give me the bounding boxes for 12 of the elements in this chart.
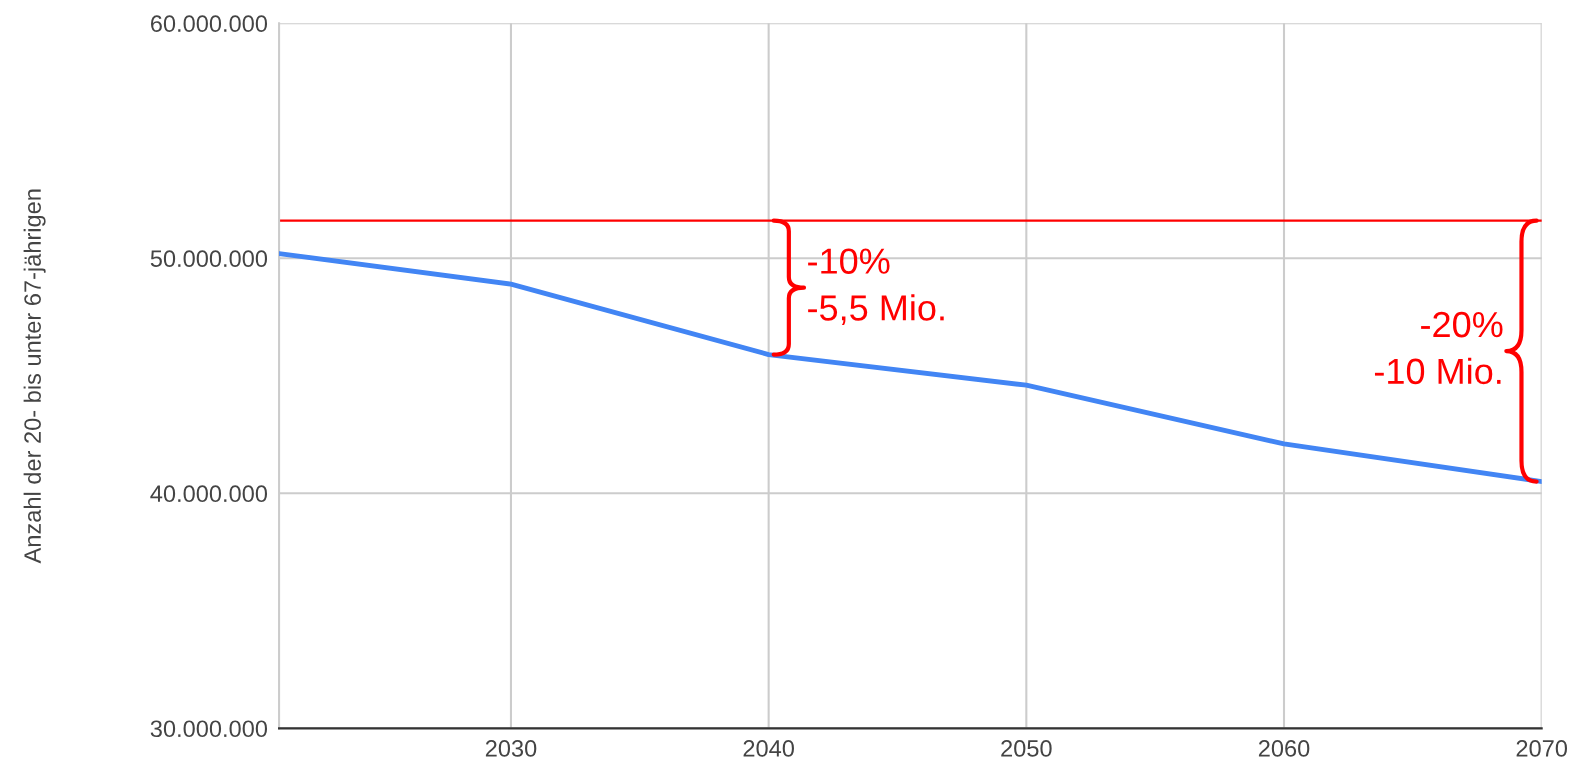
x-tick-label: 2070: [1516, 740, 1568, 757]
y-tick-label: 30.000.000: [150, 720, 268, 738]
y-axis-title: Anzahl der 20- bis unter 67-jährigen: [23, 189, 46, 564]
annotation: -20% -10 Mio.: [1374, 311, 1503, 385]
y-tick-label: 60.000.000: [150, 15, 268, 33]
x-tick-label: 2040: [743, 740, 794, 757]
x-tick-label: 2050: [1001, 740, 1052, 757]
y-tick-label: 40.000.000: [150, 485, 268, 503]
x-tick-label: 2060: [1258, 740, 1310, 757]
annotation: -10% -5,5 Mio.: [808, 248, 944, 325]
y-tick-label: 50.000.000: [150, 250, 268, 268]
x-tick-label: 2030: [485, 740, 537, 757]
